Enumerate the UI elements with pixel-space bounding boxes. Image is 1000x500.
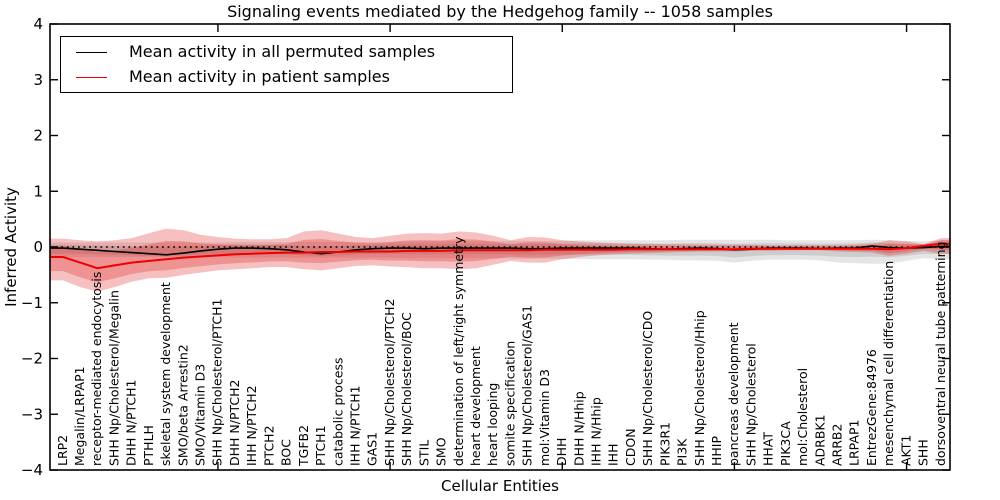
x-category-label: IHH N/PTCH1 [348, 385, 363, 466]
band-permuted-outer [50, 239, 950, 264]
x-category-label: heart looping [485, 383, 500, 466]
x-category-label: PTCH2 [261, 425, 276, 466]
x-category-label: LRP2 [55, 435, 70, 466]
x-category-label: HHAT [761, 432, 776, 466]
x-category-label: SHH Np/Cholesterol/PTCH2 [382, 299, 397, 467]
band-patient-outer [50, 228, 950, 292]
x-category-label: PIK3CA [778, 421, 793, 466]
x-category-label: PIK3R1 [657, 422, 672, 466]
y-axis-label: Inferred Activity [2, 187, 20, 307]
x-category-label: SHH Np/Cholesterol/CDO [640, 311, 655, 466]
legend-line-permuted-icon [76, 51, 107, 53]
chart-title: Signaling events mediated by the Hedgeho… [227, 2, 773, 21]
legend-line-patient-icon [76, 76, 107, 78]
x-category-label: heart development [468, 346, 483, 466]
x-category-label: SHH Np/Cholesterol/Megalin [106, 290, 121, 466]
x-category-label: BOC [279, 439, 294, 466]
x-category-label: mol:Vitamin D3 [537, 369, 552, 466]
x-category-label: CDON [623, 428, 638, 466]
x-category-label: SHH Np/Cholesterol/Hhip [692, 310, 707, 466]
y-tick-label: 1 [33, 182, 43, 200]
x-category-label: SHH Np/Cholesterol [743, 343, 758, 466]
x-category-label: SHH Np/Cholesterol/BOC [399, 312, 414, 466]
x-category-label: SMO/Vitamin D3 [193, 364, 208, 466]
x-category-label: pancreas development [726, 322, 741, 466]
y-tick-label: −1 [21, 294, 43, 312]
y-tick-label: 0 [33, 238, 43, 256]
x-category-label: LRPAP1 [847, 420, 862, 466]
x-category-label: Megalin/LRPAP1 [72, 366, 87, 466]
x-category-label: EntrezGene:84976 [864, 349, 879, 466]
legend-item-label: Mean activity in all permuted samples [129, 42, 436, 61]
x-category-label: HHIP [709, 436, 724, 466]
x-category-label: DHH N/PTCH2 [227, 380, 242, 466]
x-category-label: AKT1 [898, 435, 913, 466]
x-category-label: SHH [916, 439, 931, 466]
x-category-label: PI3K [675, 438, 690, 466]
x-category-label: DHH [554, 438, 569, 466]
y-tick-label: 4 [33, 15, 43, 33]
x-category-label: PTCH1 [313, 425, 328, 466]
x-category-label: DHH N/PTCH1 [124, 380, 139, 466]
x-category-label: ARRB2 [830, 424, 845, 466]
y-tick-label: 3 [33, 71, 43, 89]
y-tick-label: 2 [33, 127, 43, 145]
x-category-label: IHH [606, 444, 621, 467]
y-tick-label: −4 [21, 461, 43, 479]
line-patient-mean [50, 242, 950, 270]
x-category-label: PTHLH [141, 425, 156, 466]
x-category-label: skeletal system development [158, 282, 173, 466]
y-tick-label: −2 [21, 350, 43, 368]
y-tick-label: −3 [21, 405, 43, 423]
x-category-label: somite specification [502, 341, 517, 466]
legend: Mean activity in all permuted samples Me… [60, 36, 513, 93]
x-category-label: IHH N/Hhip [589, 397, 604, 466]
x-category-label: STIL [416, 440, 431, 466]
legend-item-label: Mean activity in patient samples [129, 67, 390, 86]
x-category-label: SMO [434, 437, 449, 466]
x-category-label: TGFB2 [296, 425, 311, 467]
legend-item-permuted: Mean activity in all permuted samples [76, 44, 512, 60]
x-axis-label: Cellular Entities [441, 477, 559, 495]
x-category-label: ADRBK1 [812, 414, 827, 466]
x-category-label: SMO/beta Arrestin2 [175, 344, 190, 466]
x-category-label: catabolic process [330, 357, 345, 466]
x-category-label: dorsoventral neural tube patterning [933, 242, 948, 467]
x-category-label: SHH Np/Cholesterol/GAS1 [520, 305, 535, 466]
legend-item-patient: Mean activity in patient samples [76, 69, 512, 85]
x-category-label: DHH N/Hhip [571, 391, 586, 466]
x-category-label: mol:Cholesterol [795, 368, 810, 466]
x-category-label: determination of left/right symmetry [451, 236, 466, 466]
x-category-label: GAS1 [365, 432, 380, 466]
x-category-label: SHH Np/Cholesterol/PTCH1 [210, 299, 225, 467]
x-category-label: IHH N/PTCH2 [244, 385, 259, 466]
x-category-label: receptor-mediated endocytosis [89, 272, 104, 466]
x-category-label: mesenchymal cell differentiation [881, 261, 896, 466]
